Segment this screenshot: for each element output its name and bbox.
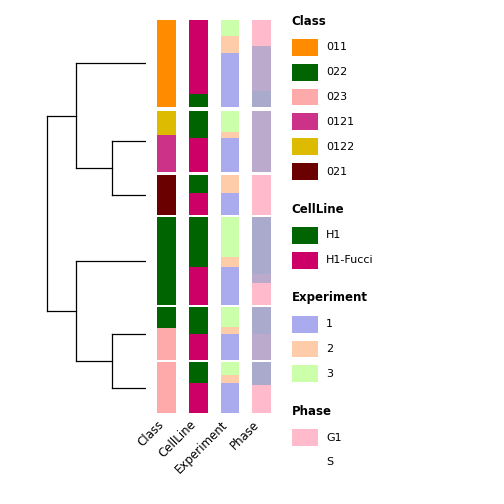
Bar (189, 362, 208, 383)
Bar (221, 110, 239, 132)
Bar (221, 267, 239, 305)
Text: 0121: 0121 (326, 117, 354, 127)
Bar (157, 110, 176, 135)
Bar (252, 334, 271, 360)
Bar (221, 193, 239, 215)
Text: 022: 022 (326, 67, 348, 77)
Bar (189, 217, 208, 267)
Bar (189, 138, 208, 171)
Text: 021: 021 (326, 166, 347, 176)
Bar (221, 138, 239, 171)
Bar (221, 132, 239, 138)
Bar (221, 53, 239, 107)
Bar (252, 91, 271, 107)
Text: H1: H1 (326, 230, 342, 240)
Bar (221, 217, 239, 257)
Bar (221, 175, 239, 193)
Bar (252, 217, 271, 274)
Text: Class: Class (292, 15, 327, 28)
Bar (157, 20, 176, 107)
Bar (157, 175, 176, 215)
Text: S: S (326, 458, 334, 468)
Text: 2: 2 (326, 344, 334, 354)
Bar (292, 316, 318, 333)
Bar (292, 341, 318, 357)
Bar (221, 383, 239, 413)
Bar (189, 193, 208, 215)
Text: Experiment: Experiment (292, 291, 367, 304)
Bar (221, 257, 239, 267)
Bar (189, 307, 208, 334)
Bar (292, 89, 318, 105)
Bar (252, 175, 271, 215)
Bar (252, 274, 271, 283)
Text: 1: 1 (326, 319, 333, 329)
Bar (221, 334, 239, 360)
Bar (157, 362, 176, 413)
Bar (292, 429, 318, 446)
Bar (252, 307, 271, 334)
Bar (221, 20, 239, 36)
Text: G1: G1 (326, 432, 342, 443)
Bar (157, 307, 176, 329)
Bar (189, 383, 208, 413)
Bar (189, 20, 208, 94)
Bar (157, 135, 176, 171)
Text: 011: 011 (326, 42, 347, 52)
Bar (292, 39, 318, 56)
Bar (221, 307, 239, 327)
Bar (252, 385, 271, 413)
Bar (292, 365, 318, 382)
Bar (292, 163, 318, 180)
Bar (292, 454, 318, 471)
Bar (221, 327, 239, 334)
Bar (252, 46, 271, 91)
Bar (221, 362, 239, 375)
Bar (189, 267, 208, 305)
Text: Phase: Phase (292, 405, 332, 418)
Bar (252, 110, 271, 171)
Bar (157, 217, 176, 305)
Bar (157, 329, 176, 360)
Text: CellLine: CellLine (292, 203, 344, 216)
Text: H1-Fucci: H1-Fucci (326, 255, 374, 265)
Bar (189, 334, 208, 360)
Bar (292, 138, 318, 155)
Bar (252, 283, 271, 305)
Text: 023: 023 (326, 92, 347, 102)
Bar (221, 375, 239, 383)
Bar (252, 362, 271, 385)
Bar (189, 110, 208, 138)
Bar (252, 20, 271, 46)
Bar (292, 252, 318, 269)
Text: 3: 3 (326, 369, 333, 379)
Bar (189, 94, 208, 107)
Bar (189, 175, 208, 193)
Bar (221, 36, 239, 53)
Bar (292, 227, 318, 244)
Bar (292, 113, 318, 130)
Text: 0122: 0122 (326, 142, 354, 152)
Bar (292, 64, 318, 81)
